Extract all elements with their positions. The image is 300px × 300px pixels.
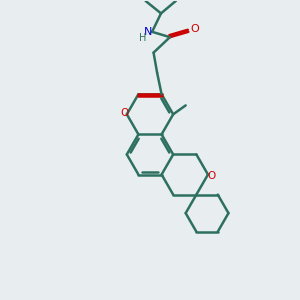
Text: O: O	[120, 108, 129, 118]
Text: H: H	[140, 33, 147, 43]
Text: O: O	[207, 171, 216, 181]
Text: N: N	[144, 27, 152, 37]
Text: O: O	[190, 24, 199, 34]
